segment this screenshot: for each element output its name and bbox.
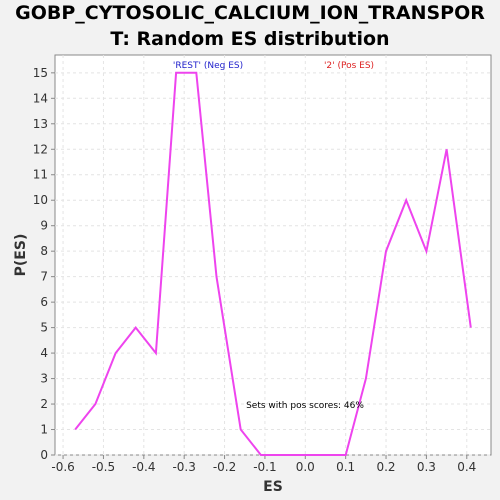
chart-title-line-2: T: Random ES distribution	[110, 28, 390, 50]
chart-title-line-1: GOBP_CYTOSOLIC_CALCIUM_ION_TRANSPOR	[15, 2, 485, 24]
y-tick-label: 8	[40, 244, 48, 258]
x-tick-label: 0.4	[457, 460, 476, 474]
pos-es-label: '2' (Pos ES)	[324, 61, 374, 71]
y-tick-label: 14	[33, 91, 48, 105]
y-tick-label: 1	[40, 423, 48, 437]
x-tick-label: 0.2	[376, 460, 395, 474]
x-tick-label: -0.3	[172, 460, 195, 474]
x-tick-label: 0.1	[336, 460, 355, 474]
y-tick-label: 6	[40, 295, 48, 309]
x-tick-label: 0.0	[296, 460, 315, 474]
y-tick-label: 12	[33, 142, 48, 156]
y-tick-label: 13	[33, 117, 48, 131]
y-tick-label: 15	[33, 66, 48, 80]
pos-score-annotation: Sets with pos scores: 46%	[246, 401, 364, 411]
x-axis-label: ES	[263, 479, 283, 495]
y-tick-label: 7	[40, 270, 48, 284]
y-tick-label: 2	[40, 397, 48, 411]
series-line	[74, 71, 472, 456]
y-tick-label: 9	[40, 219, 48, 233]
x-tick-label: 0.3	[417, 460, 436, 474]
x-tick-label: -0.6	[51, 460, 74, 474]
y-tick-label: 3	[40, 372, 48, 386]
x-tick-label: -0.5	[92, 460, 115, 474]
x-tick-label: -0.4	[132, 460, 155, 474]
plot-area	[54, 54, 492, 456]
y-tick-label: 5	[40, 321, 48, 335]
y-axis-label: P(ES)	[13, 234, 29, 277]
x-axis-ticks: -0.6 -0.5 -0.4 -0.3 -0.2 -0.1 0.0 0.1 0.2 0.3 0.4	[51, 455, 476, 474]
y-tick-label: 11	[33, 168, 48, 182]
neg-es-label: 'REST' (Neg ES)	[173, 61, 243, 71]
x-tick-label: -0.1	[253, 460, 276, 474]
x-tick-label: -0.2	[213, 460, 236, 474]
y-tick-label: 4	[40, 346, 48, 360]
y-tick-label: 0	[40, 448, 48, 462]
y-tick-label: 10	[33, 193, 48, 207]
chart-title: GOBP_CYTOSOLIC_CALCIUM_ION_TRANSPOR T: R…	[0, 0, 500, 52]
